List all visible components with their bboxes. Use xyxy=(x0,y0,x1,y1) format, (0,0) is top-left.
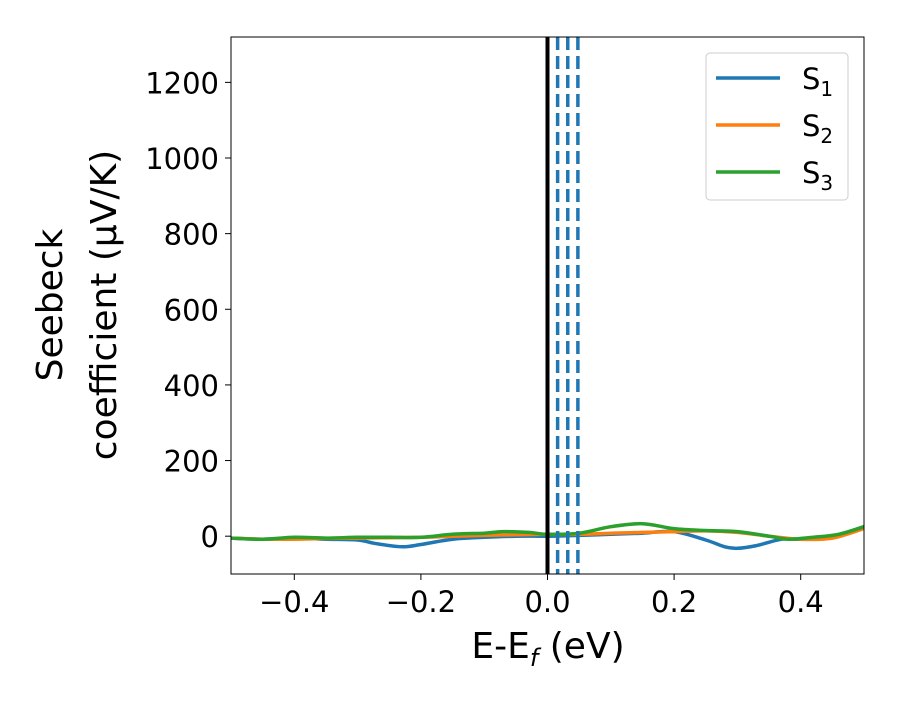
x-tick-label: 0.2 xyxy=(651,585,697,619)
x-axis-title-main: E-E xyxy=(471,626,529,667)
axis-ticks: −0.4 −0.2 0.0 0.2 0.4 0 200 400 600 800 1000 1200 xyxy=(145,66,824,619)
legend-label-S3: S3 xyxy=(802,156,833,195)
legend-label-S2: S2 xyxy=(802,109,833,148)
x-tick-label: −0.2 xyxy=(386,585,456,619)
y-tick-label: 200 xyxy=(164,445,219,479)
x-tick-label: −0.4 xyxy=(259,585,329,619)
y-axis-title-line2: coefficient (μV/K) xyxy=(84,150,125,460)
plot-frame xyxy=(230,36,865,575)
y-tick-label: 800 xyxy=(164,218,219,252)
y-tick-label: 1000 xyxy=(145,142,219,176)
x-tick-label: 0.4 xyxy=(778,585,824,619)
y-tick-label: 600 xyxy=(164,293,219,327)
x-axis-title: E-Ef (eV) xyxy=(471,626,624,672)
x-tick-label: 0.0 xyxy=(524,585,570,619)
y-tick-label: 400 xyxy=(164,369,219,403)
y-tick-label: 0 xyxy=(201,520,219,554)
y-axis-title: Seebeck coefficient (μV/K) xyxy=(30,150,125,460)
y-tick-label: 1200 xyxy=(145,66,219,100)
plot-content xyxy=(231,37,864,574)
legend-label-S1: S1 xyxy=(802,62,833,101)
x-axis-title-unit: (eV) xyxy=(538,626,624,667)
legend: S1 S2 S3 xyxy=(705,52,849,201)
y-axis-title-line1: Seebeck xyxy=(30,228,71,381)
